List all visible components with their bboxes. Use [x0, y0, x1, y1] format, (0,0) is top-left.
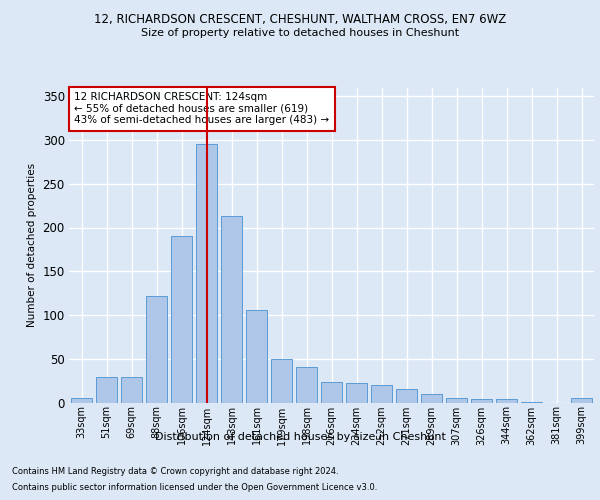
Bar	[396, 390, 417, 402]
Text: 12 RICHARDSON CRESCENT: 124sqm
← 55% of detached houses are smaller (619)
43% of: 12 RICHARDSON CRESCENT: 124sqm ← 55% of …	[74, 92, 329, 126]
Bar	[121, 377, 142, 402]
Bar	[246, 310, 267, 402]
Bar	[296, 366, 317, 402]
Bar	[421, 394, 442, 402]
Bar	[196, 144, 217, 402]
Text: Size of property relative to detached houses in Cheshunt: Size of property relative to detached ho…	[141, 28, 459, 38]
Text: Contains HM Land Registry data © Crown copyright and database right 2024.: Contains HM Land Registry data © Crown c…	[12, 468, 338, 476]
Y-axis label: Number of detached properties: Number of detached properties	[27, 163, 37, 327]
Bar	[446, 398, 467, 402]
Bar	[471, 399, 492, 402]
Bar	[571, 398, 592, 402]
Text: 12, RICHARDSON CRESCENT, CHESHUNT, WALTHAM CROSS, EN7 6WZ: 12, RICHARDSON CRESCENT, CHESHUNT, WALTH…	[94, 12, 506, 26]
Bar	[221, 216, 242, 402]
Bar	[271, 359, 292, 403]
Bar	[346, 383, 367, 402]
Bar	[321, 382, 342, 402]
Text: Contains public sector information licensed under the Open Government Licence v3: Contains public sector information licen…	[12, 482, 377, 492]
Text: Distribution of detached houses by size in Cheshunt: Distribution of detached houses by size …	[155, 432, 445, 442]
Bar	[71, 398, 92, 402]
Bar	[371, 385, 392, 402]
Bar	[171, 236, 192, 402]
Bar	[146, 296, 167, 403]
Bar	[496, 399, 517, 402]
Bar	[96, 377, 117, 402]
